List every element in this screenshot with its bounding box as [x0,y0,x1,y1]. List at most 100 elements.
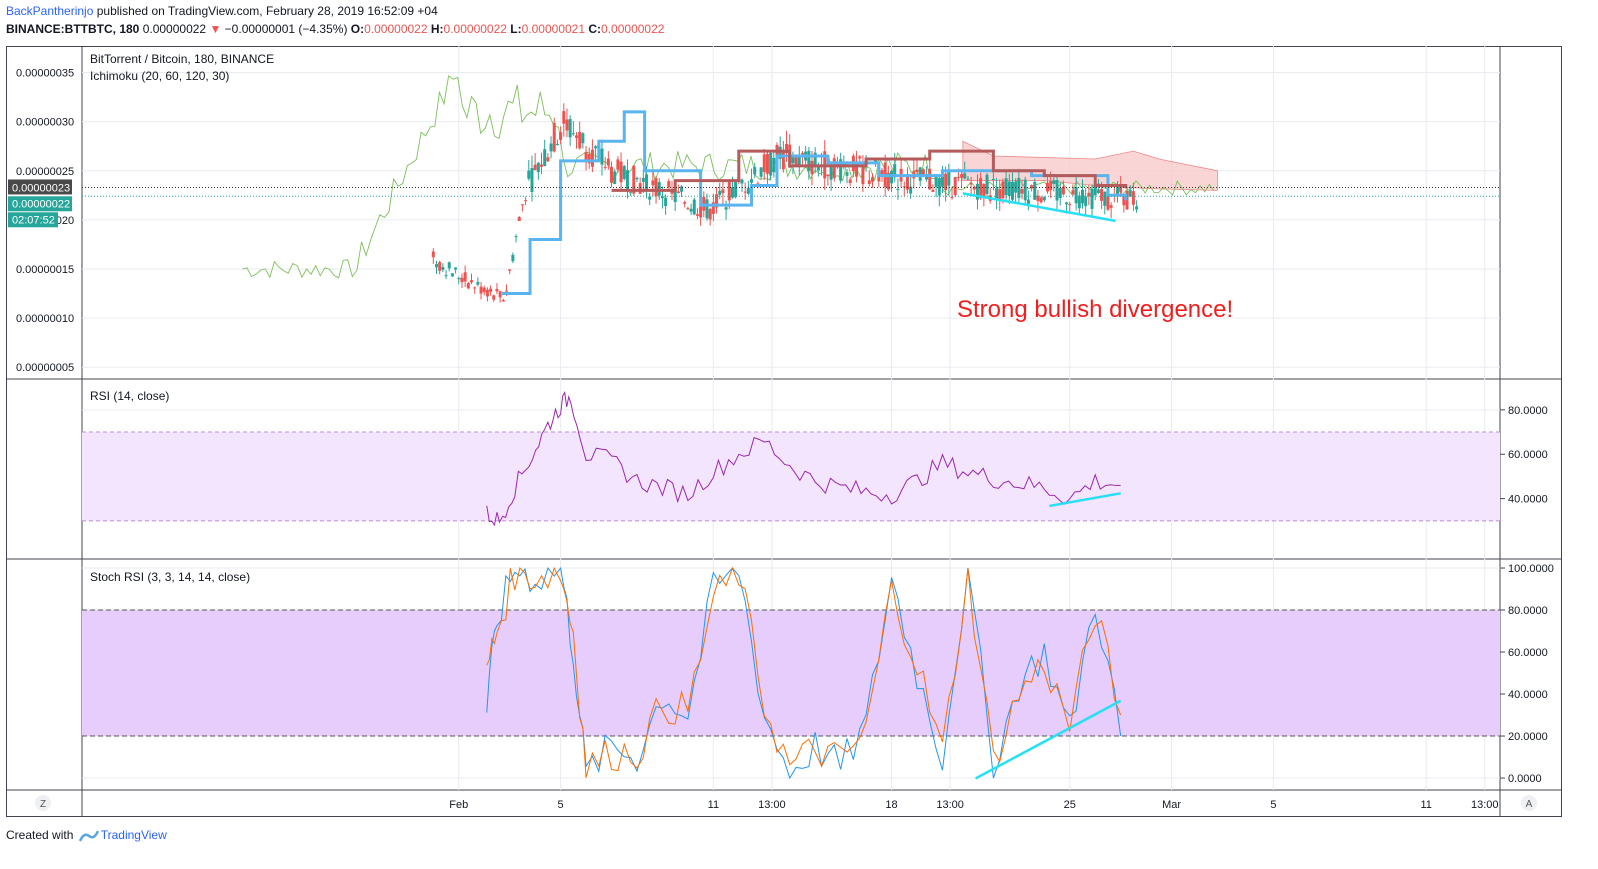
candle-body [489,288,493,292]
tradingview-brand-link[interactable]: TradingView [100,828,167,842]
auto-scale-button[interactable] [1521,795,1537,811]
candle-body [870,177,874,182]
stoch-trendline [974,699,1122,780]
candle-body [934,176,938,187]
down-arrow-icon: ▼ [209,22,222,36]
candle-body [718,190,722,195]
candle-body [530,168,534,193]
rsi-trendline [1049,492,1121,508]
created-with-text: Created with [6,828,74,842]
ichimoku-legend: Ichimoku (20, 60, 120, 30) [90,69,229,83]
x-tick-label: 11 [1420,799,1431,811]
candle-body [848,179,852,183]
candle-body [660,196,664,199]
candle-body [944,173,948,191]
ohlc-line: BINANCE:BTTBTC, 180 0.00000022 ▼ −0.0000… [6,22,664,36]
y-tick-label: 0.00000030 [16,117,74,129]
candle-body [498,291,502,298]
candle-body [1039,197,1043,203]
candle-body [829,166,833,180]
candle-body [457,278,461,280]
candle-body [667,181,671,188]
x-tick-label: Feb [449,799,468,811]
stoch-k-line [486,566,1122,780]
x-tick-label: 13:00 [936,799,964,811]
high-label: H: [430,22,444,36]
y-tick-label: 20.0000 [1508,731,1548,743]
candle-body [1087,192,1091,197]
candle-body [613,171,617,185]
candle-body [657,182,661,196]
x-tick-label: 18 [885,799,897,811]
candle-body [1071,190,1075,195]
x-tick-label: 5 [558,799,564,811]
y-tick-label: 100.0000 [1508,563,1554,575]
candle-body [505,290,509,292]
candle-body [673,188,677,202]
candle-body [947,170,951,186]
candle-body [928,168,932,190]
candle-body [524,200,528,202]
candle-body [778,146,782,159]
candle-body [495,288,499,292]
candle-body [441,267,445,270]
candle-body [444,275,448,277]
candle-body [549,143,553,152]
candle-body [431,251,435,258]
scale-z-button[interactable] [35,795,51,811]
candle-body [791,155,795,164]
candle-body [470,280,474,283]
candle-body [1106,191,1110,210]
stoch-title: Stoch RSI (3, 3, 14, 14, close) [90,570,250,584]
candle-body [1033,181,1037,200]
y-tick-label: 0.00000035 [16,68,74,80]
candle-body [1061,186,1065,195]
candle-body [953,177,957,196]
candle-body [1074,187,1078,204]
close-value: 0.00000022 [601,22,665,36]
candle-body [753,167,757,175]
candle-body [797,155,801,166]
main-pane-title: BitTorrent / Bitcoin, 180, BINANCE [90,52,274,66]
candle-body [606,158,610,166]
candle-body [816,164,820,171]
candle-body [680,186,684,192]
candle-body [740,179,744,184]
candle-body [813,152,817,166]
candle-body [1093,186,1097,196]
x-tick-label: 11 [708,799,719,811]
candle-body [1131,191,1135,205]
candle-body [1049,180,1053,191]
candle-body [762,154,766,172]
candle-body [1020,188,1024,194]
y-tick-label: 80.0000 [1508,605,1548,617]
candle-body [832,158,836,179]
candle-body [1100,189,1104,201]
candle-body [648,196,652,200]
author-link[interactable]: BackPantherinjo [6,4,94,18]
candle-body [543,149,547,167]
candle-body [995,188,999,199]
last-price-label: 0.00000022 [12,198,70,210]
candle-body [689,208,693,212]
open-label: O: [350,22,365,36]
candle-body [520,204,524,206]
candle-body [905,176,909,190]
symbol-label: BINANCE:BTTBTC, 180 [6,22,140,36]
candle-body [1119,187,1123,193]
candle-body [463,272,467,282]
candle-body [1090,188,1094,209]
candle-body [587,153,591,164]
y-tick-label: 0.00000015 [16,264,74,276]
last-price-badge [8,196,72,212]
candle-body [664,197,668,207]
candle-body [641,177,645,182]
auto-scale-label: A [1526,799,1533,810]
candle-body [1135,206,1139,210]
candle-body [1036,195,1040,201]
candle-body [966,178,970,180]
candle-body [622,166,626,179]
candle-body [473,287,477,289]
reference-price-badge [8,179,72,195]
